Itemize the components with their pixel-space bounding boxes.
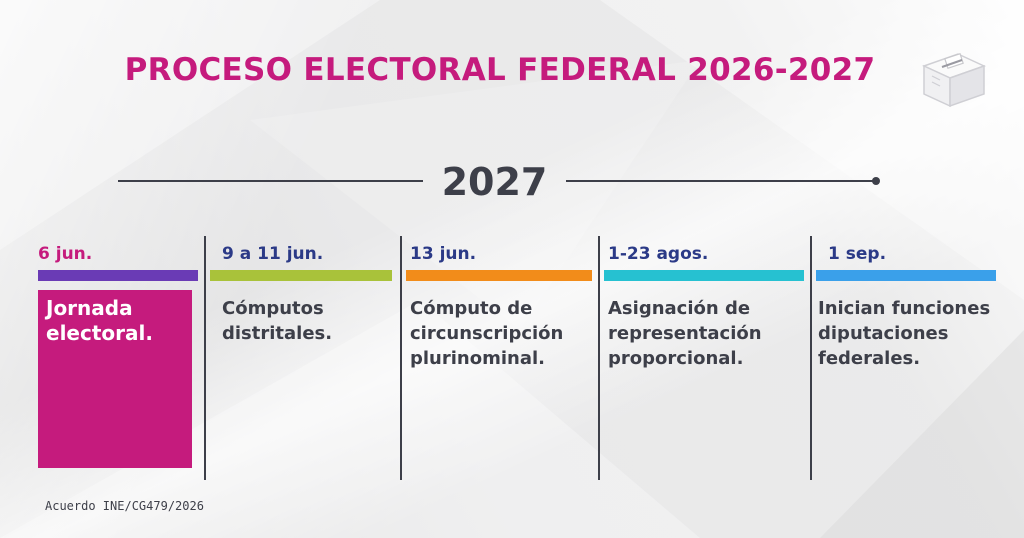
event-description: Asignación de representación proporciona… [608,298,762,369]
event-color-bar [210,270,392,281]
event-color-bar [38,270,198,281]
event-date: 1-23 agos. [608,244,709,264]
year-line-right [566,180,874,182]
separator [204,236,206,480]
event-highlight-box [38,290,192,468]
event-date: 13 jun. [410,244,477,264]
year-line-end-dot [872,177,880,185]
event-date: 6 jun. [38,244,93,264]
page-title: PROCESO ELECTORAL FEDERAL 2026-2027 [124,52,876,88]
event-date: 9 a 11 jun. [222,244,324,264]
year-label: 2027 [441,160,548,204]
year-line-left [118,180,423,182]
event-color-bar [406,270,592,281]
event-description: Inician funciones diputaciones federales… [818,298,991,369]
separator [400,236,402,480]
separator [810,236,812,480]
event-color-bar [604,270,804,281]
separator [598,236,600,480]
footnote: Acuerdo INE/CG479/2026 [45,499,204,513]
event-description: Jornada electoral. [46,296,153,345]
event-description: Cómputos distritales. [222,298,333,344]
ballot-box-icon [922,53,986,108]
event-color-bar [816,270,996,281]
event-date: 1 sep. [828,244,887,264]
event-description: Cómputo de circunscripción plurinominal. [410,298,564,369]
